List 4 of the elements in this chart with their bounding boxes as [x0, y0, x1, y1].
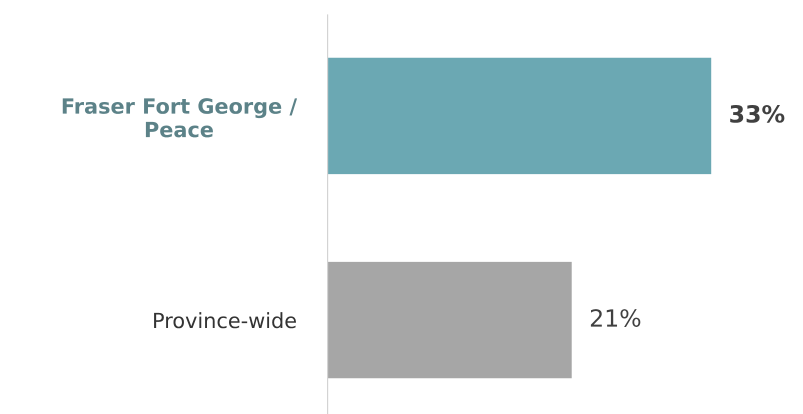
y-tick-label: Fraser Fort George / Peace: [62, 98, 298, 138]
y-tick-label: Province-wide: [154, 312, 296, 328]
data-label: 33%: [730, 104, 784, 123]
data-label: 21%: [590, 309, 640, 327]
